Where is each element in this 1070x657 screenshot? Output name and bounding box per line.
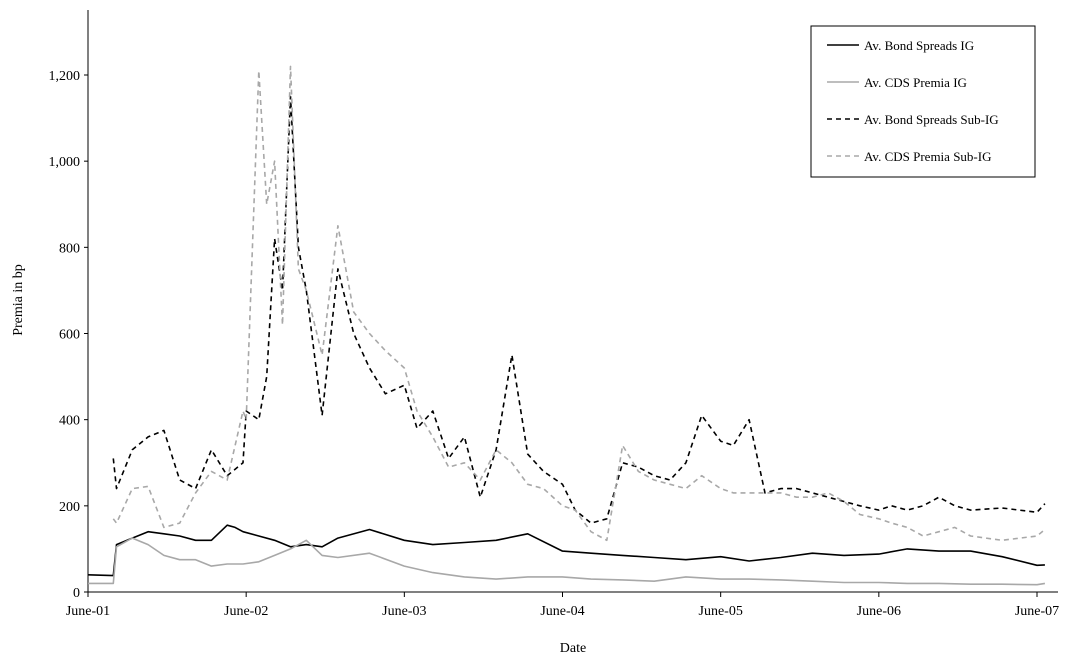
- legend-box: [810, 25, 1036, 178]
- y-axis-title: Premia in bp: [11, 264, 26, 336]
- x-tick-label: June-06: [857, 604, 901, 619]
- x-tick-label: June-04: [540, 604, 584, 619]
- legend-label: Av. Bond Spreads Sub-IG: [864, 112, 999, 127]
- series-line-3: [112, 95, 1046, 524]
- x-axis-title: Date: [560, 641, 586, 656]
- x-tick-label: June-02: [224, 604, 268, 619]
- legend-label: Av. Bond Spreads IG: [864, 38, 974, 53]
- x-ticks: June-01 June-02 June-03 June-04 June-05 June-…: [66, 592, 1059, 619]
- legend: Av. Bond Spreads IG Av. CDS Premia IG Av. …: [810, 25, 1036, 178]
- series-line-2: [88, 537, 1046, 586]
- series-line-1: [87, 524, 1045, 577]
- x-tick-label: June-05: [699, 604, 743, 619]
- x-tick-label: June-01: [66, 604, 110, 619]
- legend-label: Av. CDS Premia Sub-IG: [864, 149, 991, 164]
- axes: [87, 10, 1058, 593]
- y-tick-label: 400: [59, 414, 80, 429]
- series-layer: [87, 65, 1046, 586]
- y-tick-label: 0: [73, 586, 80, 601]
- legend-label: Av. CDS Premia IG: [864, 75, 967, 90]
- x-tick-label: June-03: [382, 604, 426, 619]
- y-tick-label: 200: [59, 500, 80, 515]
- y-tick-label: 1,200: [49, 69, 81, 84]
- y-ticks: 0 200 400 600 800 1,000 1,200: [49, 69, 88, 601]
- y-tick-label: 600: [59, 328, 80, 343]
- series-line-4: [112, 65, 1046, 542]
- x-tick-label: June-07: [1015, 604, 1059, 619]
- y-tick-label: 1,000: [49, 155, 81, 170]
- y-tick-label: 800: [59, 241, 80, 256]
